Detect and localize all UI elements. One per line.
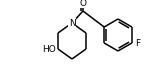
Text: F: F — [135, 39, 140, 47]
Text: N: N — [69, 18, 75, 28]
Text: O: O — [80, 0, 86, 8]
Text: HO: HO — [42, 45, 56, 53]
